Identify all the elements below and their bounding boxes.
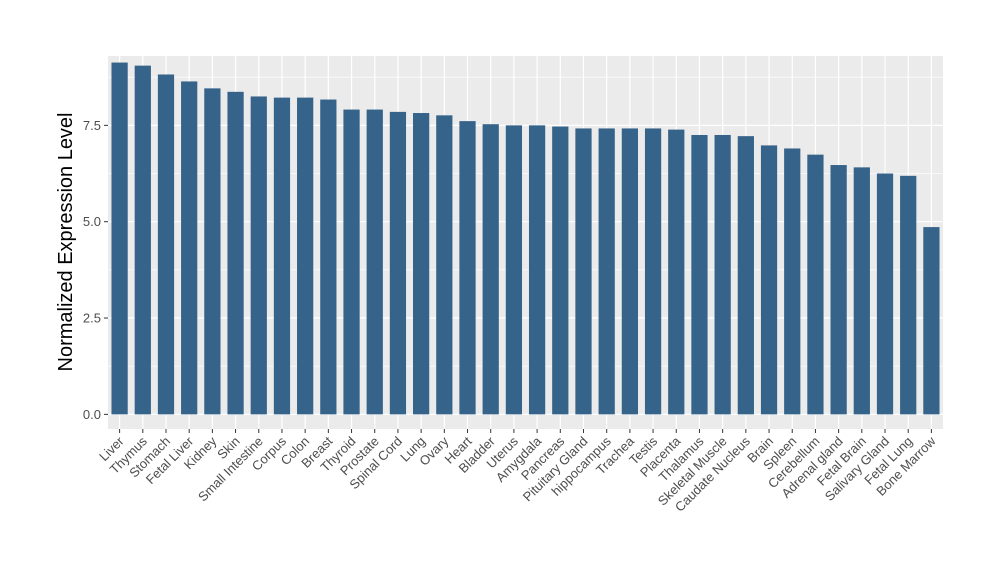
bar-colon — [297, 97, 314, 415]
y-tick-label: 5.0 — [83, 214, 101, 229]
bar-salivary-gland — [876, 173, 894, 415]
bar-thalamus — [691, 134, 708, 415]
bar-trachea — [621, 128, 638, 415]
bar-hippocampus — [598, 128, 615, 415]
bar-skeletal-muscle — [714, 134, 731, 415]
bar-liver — [111, 62, 128, 415]
bar-stomach — [157, 74, 175, 415]
bar-bone-marrow — [923, 227, 940, 415]
bar-thymus — [134, 65, 151, 415]
bar-uterus — [505, 125, 523, 415]
bar-corpus — [273, 97, 291, 415]
bar-fetal-lung — [900, 175, 917, 415]
bar-prostate — [366, 109, 383, 415]
bars — [111, 62, 940, 415]
bar-fetal-liver — [181, 81, 198, 415]
bar-bladder — [482, 124, 499, 415]
bar-adrenal-gland — [830, 165, 847, 415]
bar-fetal-brain — [853, 167, 870, 415]
bar-lung — [413, 113, 430, 415]
y-axis-title: Normalized Expression Level — [55, 112, 77, 371]
bar-cerebellum — [807, 154, 824, 415]
bar-pituitary-gland — [575, 128, 592, 415]
plot-panel — [108, 56, 943, 429]
bar-thyroid — [343, 109, 360, 415]
bar-testis — [644, 128, 662, 415]
bar-brain — [760, 145, 778, 415]
y-tick-label: 2.5 — [83, 311, 101, 326]
bar-skin — [227, 91, 244, 415]
bar-caudate-nucleus — [737, 136, 754, 415]
bar-breast — [320, 99, 337, 415]
bar-pancreas — [552, 126, 569, 415]
bar-amygdala — [528, 125, 546, 415]
bar-small-intestine — [250, 96, 267, 415]
bar-kidney — [204, 88, 221, 415]
bar-spinal-cord — [389, 111, 407, 415]
bar-ovary — [436, 115, 453, 415]
y-axis: 0.0 2.5 5.0 7.5 — [83, 118, 108, 422]
bar-heart — [459, 121, 476, 415]
y-tick-label: 0.0 — [83, 407, 101, 422]
y-tick-label: 7.5 — [83, 118, 101, 133]
bar-placenta — [668, 129, 685, 415]
bar-spleen — [784, 148, 801, 415]
